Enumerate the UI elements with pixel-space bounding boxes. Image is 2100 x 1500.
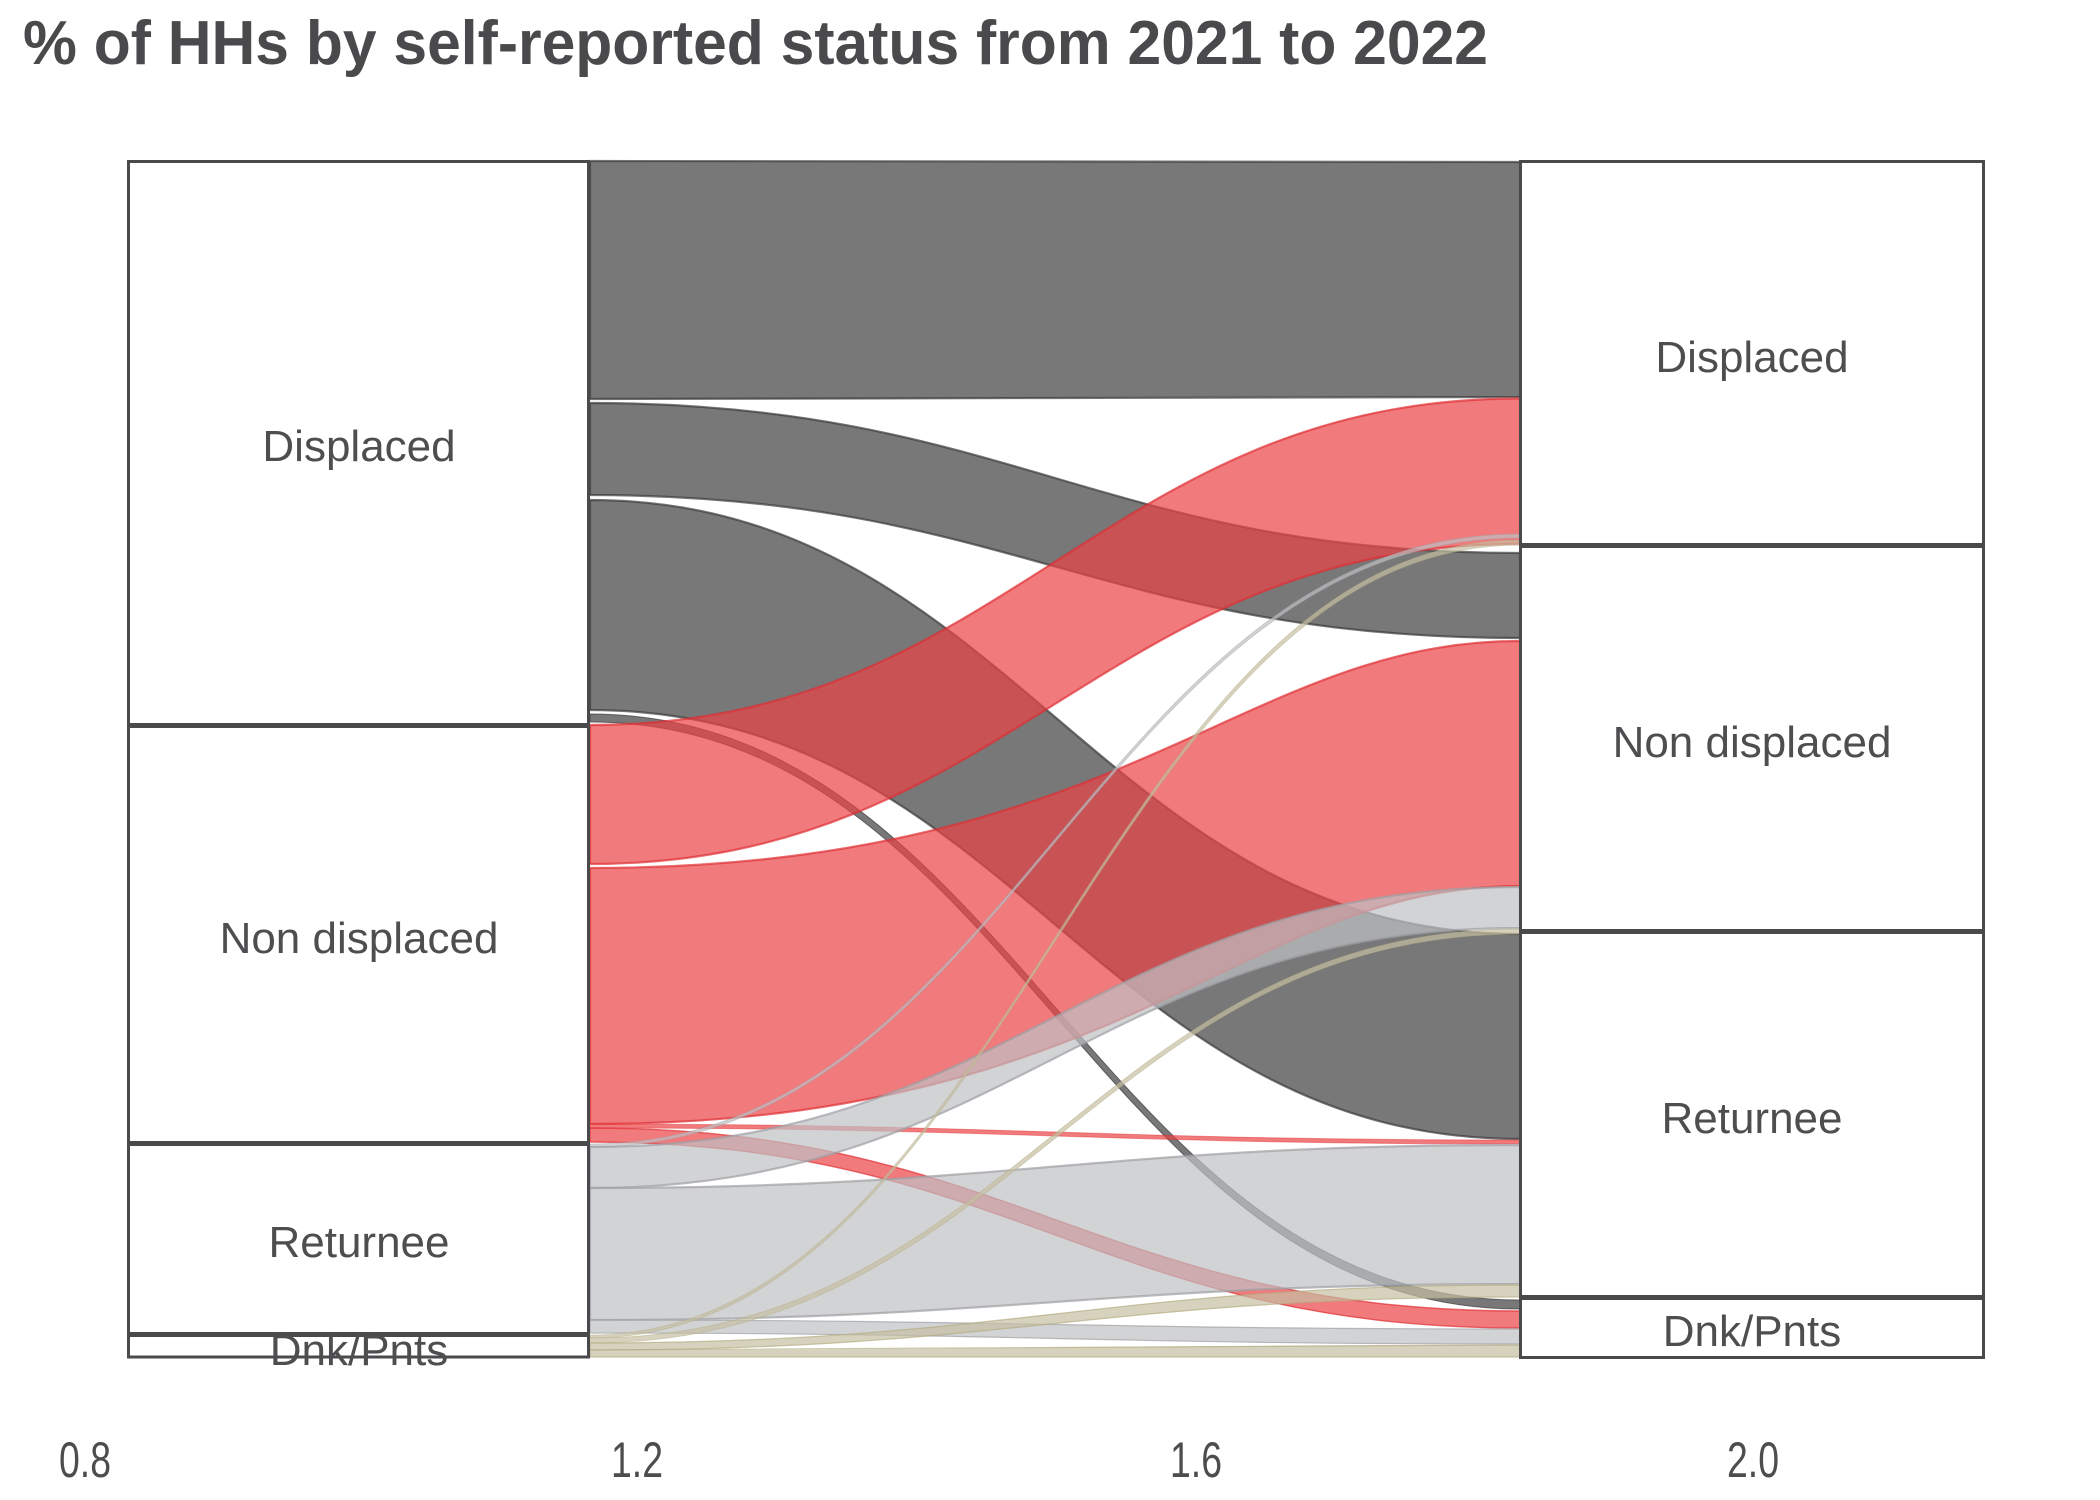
svg-text:Dnk/Pnts: Dnk/Pnts <box>270 1326 449 1375</box>
svg-text:% of HHs by self-reported stat: % of HHs by self-reported status from 20… <box>23 9 1488 78</box>
svg-text:Displaced: Displaced <box>262 422 455 471</box>
svg-text:Non displaced: Non displaced <box>1613 718 1892 767</box>
svg-text:Returnee: Returnee <box>268 1218 449 1267</box>
svg-text:Dnk/Pnts: Dnk/Pnts <box>1663 1307 1842 1356</box>
svg-text:Returnee: Returnee <box>1661 1094 1842 1143</box>
svg-text:Non displaced: Non displaced <box>220 914 499 963</box>
svg-text:Displaced: Displaced <box>1655 333 1848 382</box>
svg-text:2.0: 2.0 <box>1727 1432 1779 1488</box>
svg-text:1.2: 1.2 <box>611 1432 663 1488</box>
svg-text:1.6: 1.6 <box>1170 1432 1222 1488</box>
svg-text:0.8: 0.8 <box>59 1432 111 1488</box>
